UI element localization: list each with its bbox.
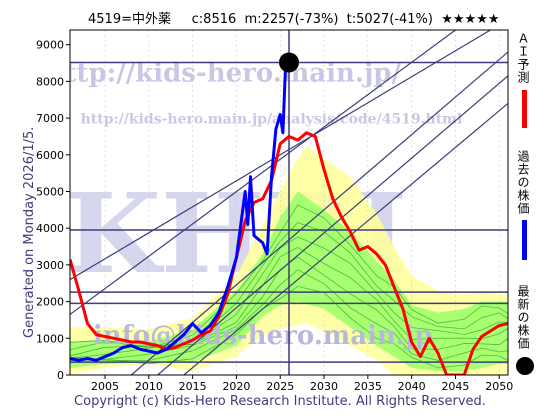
stock-code: 4519=中外薬 [88, 12, 171, 27]
y-tick-label: 4000 [36, 222, 64, 235]
trend-line [70, 30, 456, 315]
trend-line [157, 75, 508, 375]
past-price-line [70, 61, 291, 362]
ai-forecast-line [70, 131, 508, 375]
y-tick-label: 3000 [36, 259, 64, 272]
plot-frame [69, 29, 509, 376]
copyright-footer: Copyright (c) Kids-Hero Research Institu… [74, 394, 486, 409]
legend-ai-label: ＡＩ予測 [516, 32, 530, 84]
legend-ai-swatch [522, 90, 527, 128]
x-tick-label: 2020 [222, 380, 250, 393]
chart-header: 4519=中外薬 c:8516 m:2257(-73%) t:5027(-41%… [88, 8, 500, 27]
y-tick-label: 6000 [36, 149, 64, 162]
legend-latest-label: 最新の株価 [516, 285, 530, 350]
x-tick-label: 2030 [310, 380, 338, 393]
x-tick-label: 2015 [179, 380, 207, 393]
scenario-line [70, 269, 508, 361]
trend-line [130, 51, 508, 375]
watermark-analysis-url: http://kids-hero.main.jp/analysis/code/4… [81, 112, 463, 128]
target-value: t:5027(-41%) [346, 12, 433, 27]
latest-price-marker [279, 52, 299, 73]
y-tick-label: 1000 [36, 332, 64, 345]
y-tick-label: 7000 [36, 112, 64, 125]
legend-latest-marker [516, 357, 534, 375]
y-tick-label: 9000 [36, 39, 64, 52]
y-tick-label: 2000 [36, 296, 64, 309]
watermark-email: info@kids-hero.main.jp [93, 321, 433, 351]
y-tick-label: 8000 [36, 75, 64, 88]
mid-value: m:2257(-73%) [244, 12, 339, 27]
scenario-line [70, 204, 508, 349]
current-price: c:8516 [191, 12, 237, 27]
x-tick-label: 2010 [135, 380, 163, 393]
trend-line [70, 30, 491, 281]
watermark-url: http://kids-hero.main.jp/ [46, 58, 402, 88]
scenario-line [70, 256, 508, 360]
x-tick-label: 2040 [398, 380, 426, 393]
rating-stars: ★★★★★ [441, 12, 500, 27]
legend-past-label: 過去の株価 [516, 150, 530, 215]
x-tick-label: 2035 [354, 380, 382, 393]
x-tick-label: 2045 [441, 380, 469, 393]
x-tick-label: 2005 [91, 380, 119, 393]
y-tick-label: 0 [57, 369, 64, 382]
x-tick-label: 2050 [485, 380, 513, 393]
legend-past-swatch [522, 220, 527, 260]
y-tick-label: 5000 [36, 185, 64, 198]
plot-area: http://kids-hero.main.jp/KHRIhttp://kids… [46, 30, 508, 375]
trend-line [183, 102, 508, 375]
x-tick-label: 2025 [266, 380, 294, 393]
